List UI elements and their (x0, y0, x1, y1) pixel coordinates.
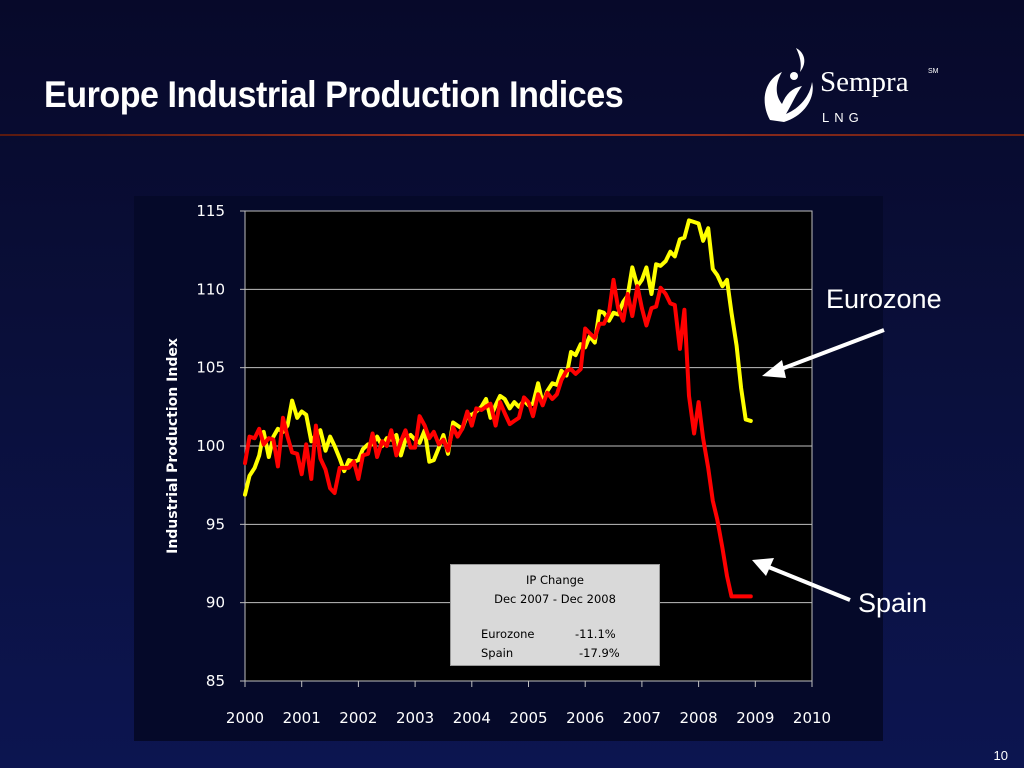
slide-title: Europe Industrial Production Indices (44, 74, 624, 115)
series-line-spain (243, 277, 753, 599)
x-tick-label: 2000 (226, 709, 264, 727)
swan-logo-icon (764, 48, 813, 122)
logo-name: Sempra (820, 66, 909, 98)
ip-row-value: -17.9% (579, 646, 620, 660)
x-tick-label: 2005 (509, 709, 547, 727)
y-tick-label: 115 (196, 202, 225, 220)
x-tick-label: 2008 (680, 709, 718, 727)
page-number: 10 (993, 748, 1008, 763)
series-line-eurozone (243, 218, 753, 497)
y-tick-label: 100 (196, 437, 225, 455)
y-axis-label: Industrial Production Index (165, 338, 181, 554)
x-tick-label: 2004 (453, 709, 491, 727)
x-tick-label: 2006 (566, 709, 604, 727)
ip-row-label: Spain (481, 646, 514, 660)
sempra-logo: Sempra SM LNG (756, 42, 956, 132)
y-tick-label: 95 (206, 515, 225, 533)
y-tick-label: 90 (206, 594, 225, 612)
x-tick-label: 2002 (339, 709, 377, 727)
ip-row-value: -11.1% (575, 627, 616, 641)
ip-row-label: Eurozone (481, 627, 535, 641)
spain-arrowhead-icon (752, 558, 774, 576)
ip-change-row-spain: Spain -17.9% (481, 646, 641, 660)
spain-arrow (765, 564, 851, 602)
ip-change-box: IP Change Dec 2007 - Dec 2008 Eurozone -… (450, 564, 660, 666)
eurozone-arrowhead-icon (762, 360, 786, 378)
eurozone-callout: Eurozone (826, 284, 942, 314)
y-tick-label: 110 (196, 280, 225, 298)
logo-service-mark: SM (928, 68, 939, 75)
x-tick-label: 2001 (283, 709, 321, 727)
title-rule (0, 134, 1024, 136)
x-tick-label: 2007 (623, 709, 661, 727)
ip-change-period: Dec 2007 - Dec 2008 (494, 592, 616, 606)
y-tick-label: 105 (196, 359, 225, 377)
y-tick-label: 85 (206, 672, 225, 690)
ip-change-title: IP Change (525, 573, 584, 587)
ip-change-row-eurozone: Eurozone -11.1% (481, 627, 641, 641)
spain-callout: Spain (858, 588, 927, 618)
x-tick-label: 2009 (736, 709, 774, 727)
x-tick-label: 2003 (396, 709, 434, 727)
x-tick-label: 2010 (793, 709, 831, 727)
eurozone-arrow (775, 328, 885, 373)
logo-sub: LNG (822, 110, 864, 125)
